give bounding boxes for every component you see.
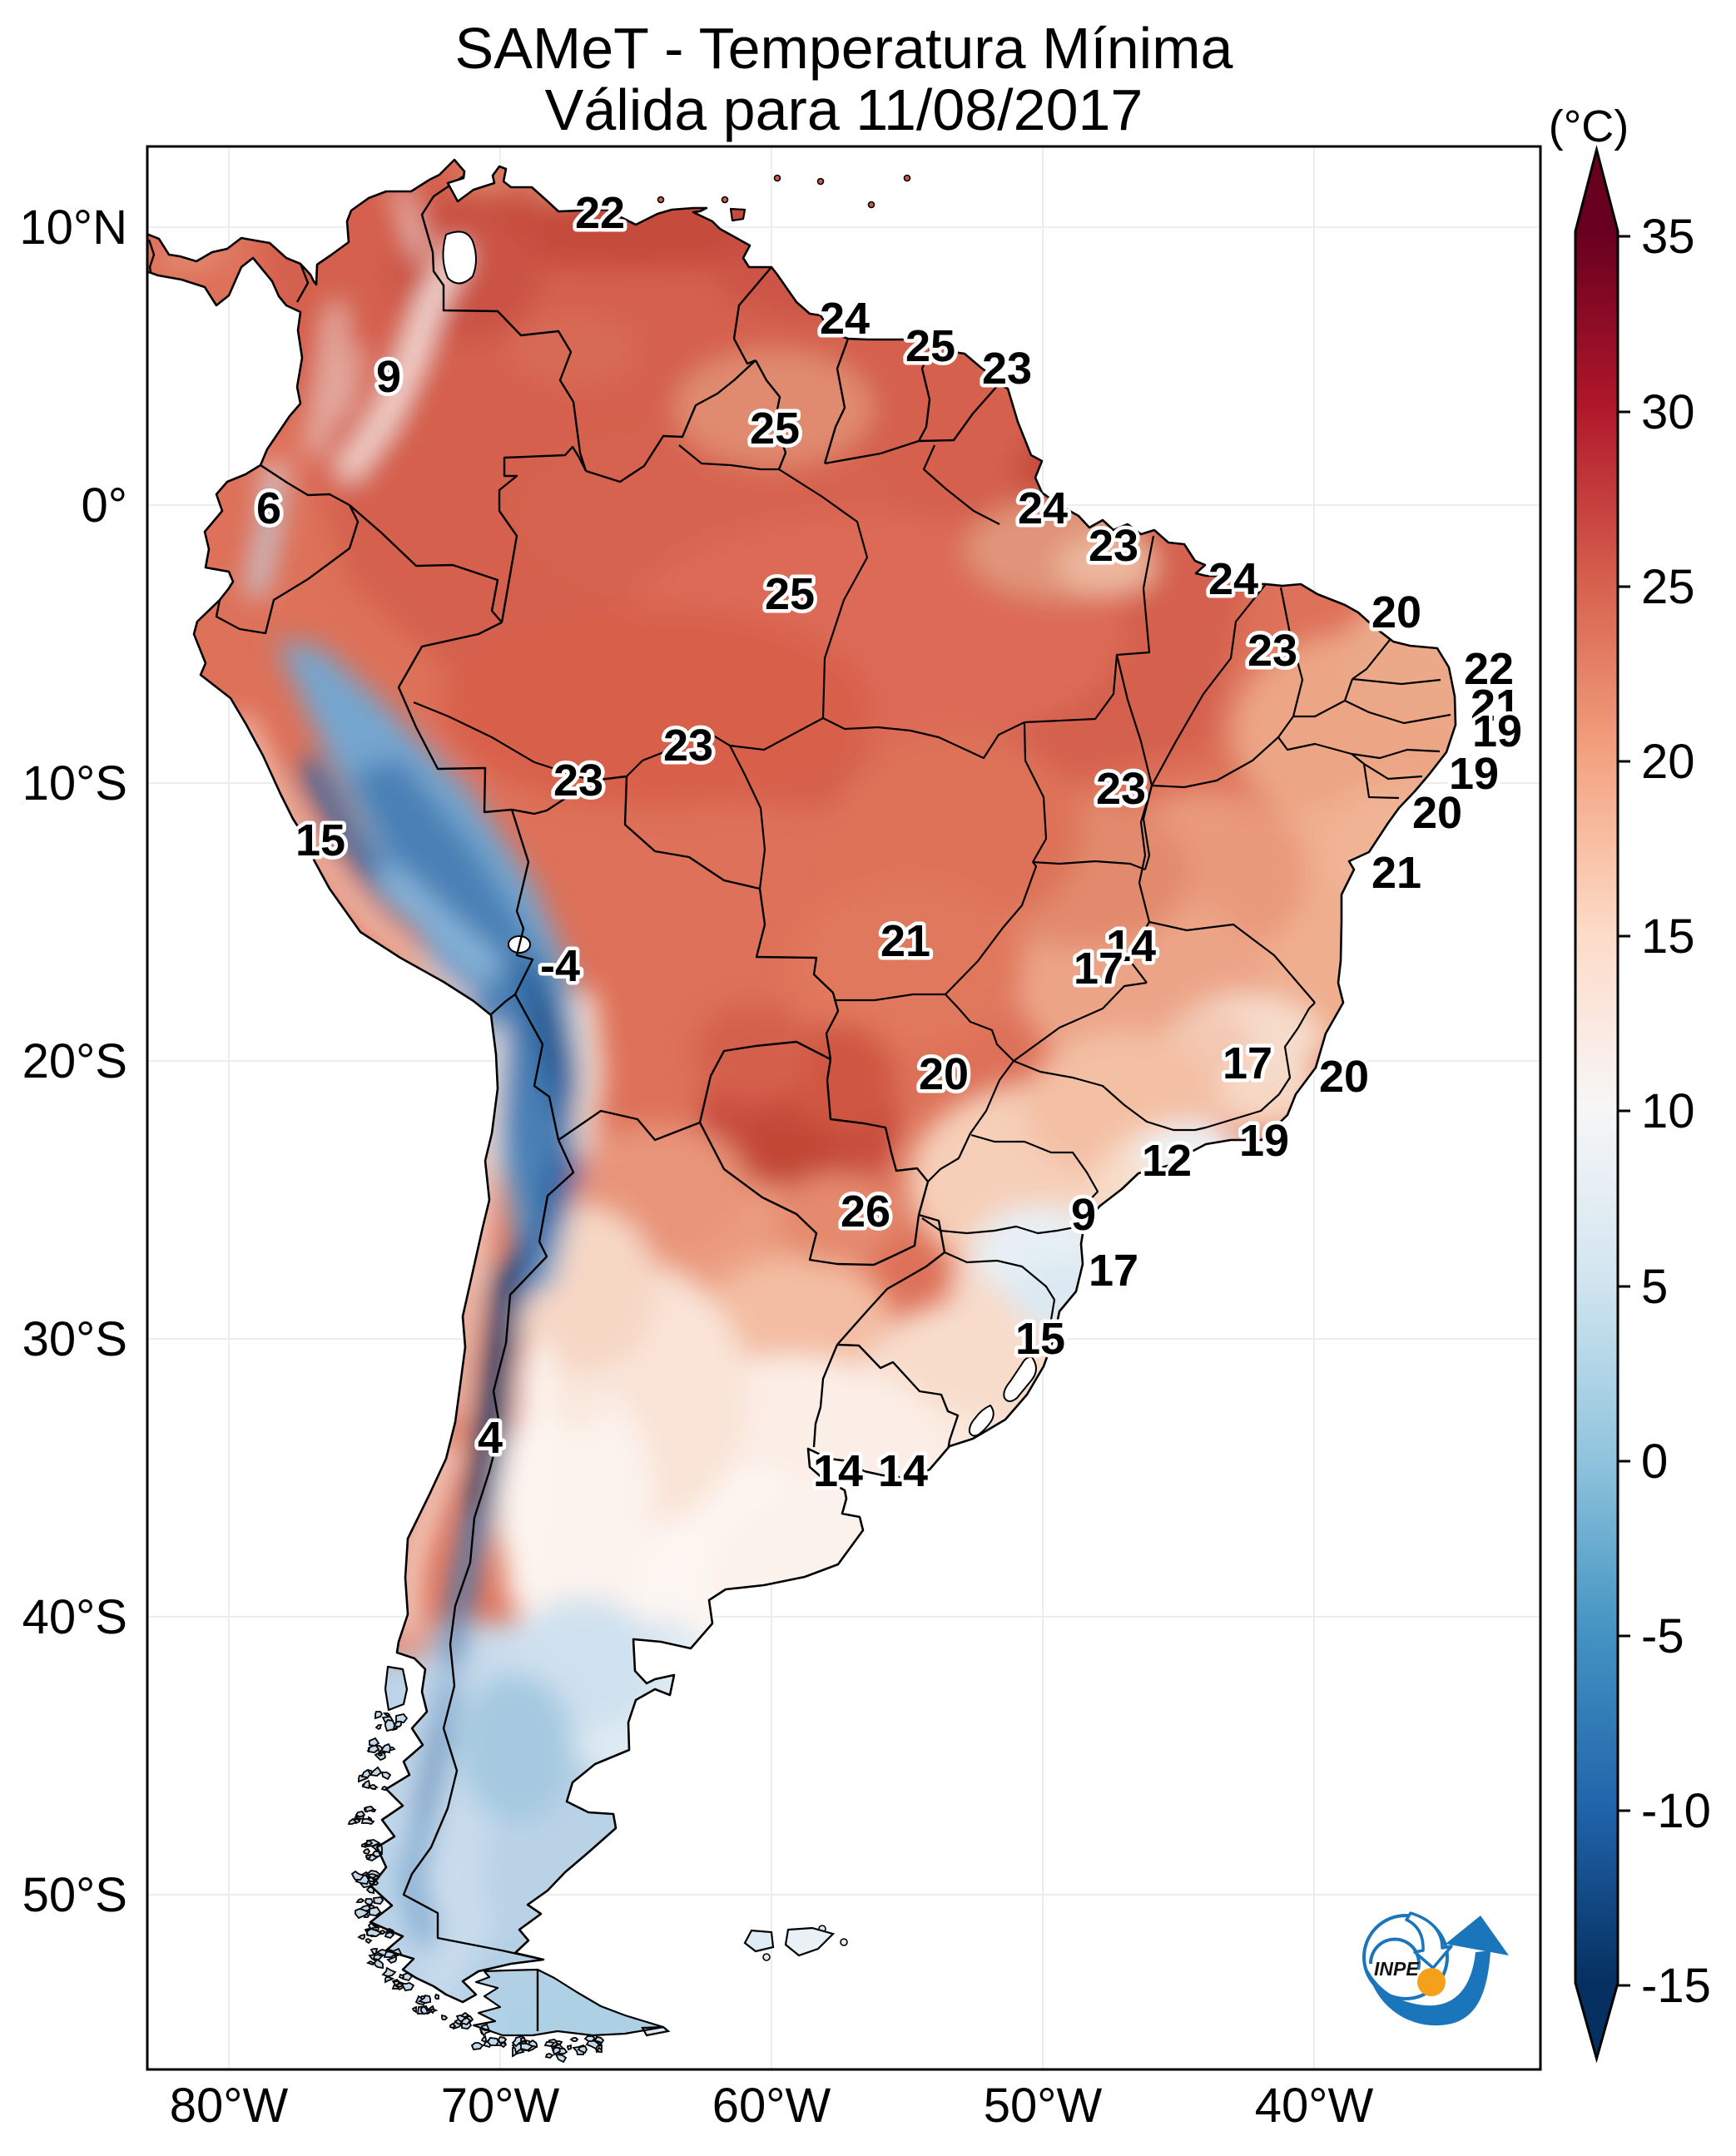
svg-text:-5: -5 <box>1641 1609 1684 1663</box>
svg-text:21: 21 <box>880 916 930 966</box>
svg-text:30: 30 <box>1641 385 1695 439</box>
svg-text:20: 20 <box>1412 788 1462 838</box>
svg-text:-15: -15 <box>1641 1959 1711 2013</box>
svg-text:17: 17 <box>1223 1038 1272 1088</box>
svg-text:10°S: 10°S <box>22 756 127 810</box>
svg-text:14: 14 <box>1106 921 1156 971</box>
svg-text:50°W: 50°W <box>984 2079 1103 2133</box>
svg-text:23: 23 <box>1089 521 1138 571</box>
svg-text:25: 25 <box>905 321 955 371</box>
svg-text:24: 24 <box>820 294 870 344</box>
svg-text:26: 26 <box>841 1187 890 1237</box>
svg-text:21: 21 <box>1471 681 1520 731</box>
svg-text:25: 25 <box>750 404 800 454</box>
svg-text:0: 0 <box>1641 1435 1668 1489</box>
svg-text:-10: -10 <box>1641 1784 1711 1838</box>
svg-text:17: 17 <box>1089 1246 1138 1296</box>
svg-text:21: 21 <box>1371 848 1421 898</box>
svg-text:10°N: 10°N <box>19 201 127 255</box>
svg-text:9: 9 <box>1071 1190 1096 1240</box>
svg-text:40°S: 40°S <box>22 1590 127 1644</box>
svg-text:23: 23 <box>1096 764 1146 814</box>
svg-text:-4: -4 <box>540 941 580 991</box>
svg-text:SAMeT - Temperatura Mínima: SAMeT - Temperatura Mínima <box>455 16 1233 81</box>
svg-text:15: 15 <box>295 815 345 865</box>
svg-text:15: 15 <box>1015 1314 1065 1364</box>
svg-text:80°W: 80°W <box>170 2079 289 2133</box>
svg-text:19: 19 <box>1239 1116 1289 1166</box>
svg-text:Válida para 11/08/2017: Válida para 11/08/2017 <box>545 77 1143 142</box>
svg-text:25: 25 <box>765 569 815 619</box>
svg-text:22: 22 <box>1464 644 1514 694</box>
svg-text:23: 23 <box>663 721 713 771</box>
svg-text:23: 23 <box>553 756 603 805</box>
svg-text:6: 6 <box>256 483 281 533</box>
svg-text:20: 20 <box>1319 1052 1369 1102</box>
svg-text:20: 20 <box>919 1049 969 1099</box>
svg-text:30°S: 30°S <box>22 1312 127 1366</box>
svg-text:24: 24 <box>1208 554 1258 604</box>
svg-text:5: 5 <box>1641 1260 1668 1314</box>
svg-text:70°W: 70°W <box>441 2079 560 2133</box>
svg-text:14: 14 <box>878 1446 928 1496</box>
svg-text:20: 20 <box>1371 587 1421 637</box>
svg-text:4: 4 <box>478 1413 503 1463</box>
svg-text:22: 22 <box>575 188 625 238</box>
svg-text:23: 23 <box>982 344 1032 394</box>
svg-text:0°: 0° <box>82 478 127 533</box>
svg-text:INPE: INPE <box>1374 1958 1419 1980</box>
svg-text:(°C): (°C) <box>1549 102 1629 151</box>
svg-text:25: 25 <box>1641 560 1695 614</box>
svg-text:35: 35 <box>1641 210 1695 264</box>
svg-text:10: 10 <box>1641 1084 1695 1138</box>
svg-text:60°W: 60°W <box>712 2079 831 2133</box>
svg-text:19: 19 <box>1449 749 1499 799</box>
svg-text:17: 17 <box>1074 944 1123 994</box>
svg-text:23: 23 <box>1247 626 1297 676</box>
svg-text:9: 9 <box>376 352 401 402</box>
svg-text:14: 14 <box>813 1446 863 1496</box>
svg-text:40°W: 40°W <box>1255 2079 1374 2133</box>
svg-text:20°S: 20°S <box>22 1034 127 1088</box>
svg-text:19: 19 <box>1472 706 1522 756</box>
svg-text:24: 24 <box>1018 483 1068 533</box>
svg-text:12: 12 <box>1142 1136 1192 1186</box>
svg-text:15: 15 <box>1641 909 1695 964</box>
svg-text:50°S: 50°S <box>22 1868 127 1922</box>
svg-text:20: 20 <box>1641 735 1695 789</box>
